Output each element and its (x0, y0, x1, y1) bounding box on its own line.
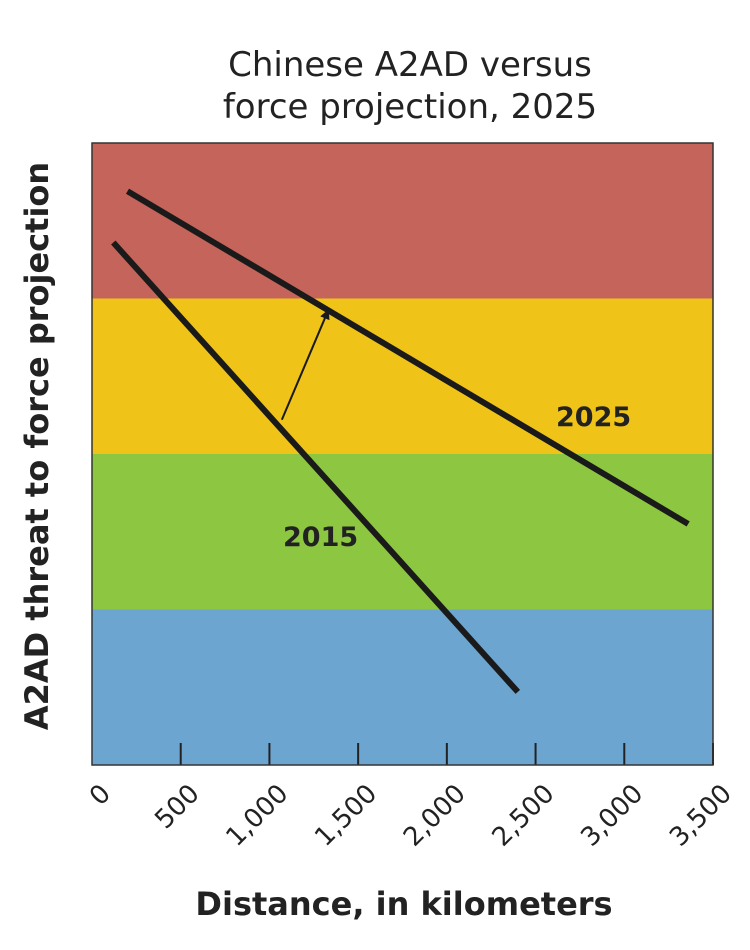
annotations (280, 309, 330, 421)
threat-bands (92, 143, 713, 765)
x-tick-label-4: 2,000 (398, 779, 472, 853)
plot-frame (91, 142, 714, 766)
series-label-2015: 2015 (283, 522, 358, 553)
x-tick-label-0: 0 (84, 779, 117, 812)
chart-title-line-2: force projection, 2025 (223, 87, 597, 127)
x-axis-label: Distance, in kilometers (195, 885, 612, 923)
series-label-2025: 2025 (556, 402, 631, 433)
chart-title-line-1: Chinese A2AD versus (228, 45, 592, 85)
x-tick-labels: 0 500 1,000 1,500 2,000 2,500 3,000 3,500 (84, 779, 738, 853)
x-tick-label-7: 3,500 (664, 779, 738, 853)
x-tick-label-3: 1,500 (309, 779, 383, 853)
threat-band-0 (92, 143, 713, 299)
x-tick-label-6: 3,000 (575, 779, 649, 853)
x-tick-label-5: 2,500 (487, 779, 561, 853)
x-tick-label-1: 500 (149, 779, 205, 835)
annotation-arrow-0 (280, 309, 330, 421)
series-lines (111, 188, 690, 694)
series-line-2015 (111, 240, 521, 694)
y-axis-label: A2AD threat to force projection (18, 162, 56, 730)
threat-band-1 (92, 298, 713, 454)
x-tick-label-2: 1,000 (221, 779, 295, 853)
threat-band-3 (92, 609, 713, 765)
threat-band-2 (92, 454, 713, 610)
series-line-2025 (125, 188, 690, 527)
